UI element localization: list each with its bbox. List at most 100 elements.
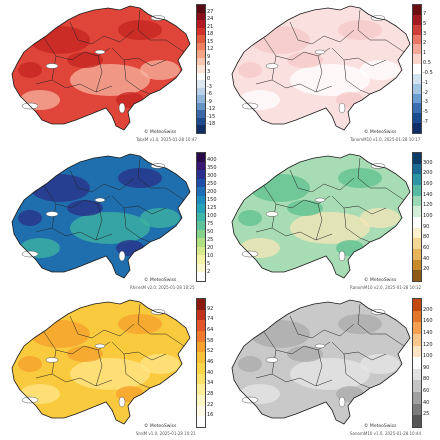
map-caption: TanomM10 v1.0, 2025-01-28 10:17 [350,137,421,142]
lake [118,250,126,262]
colorbar-tick-label: 18 [207,31,214,38]
canton-border [35,79,113,93]
colorbar-tick-label: 5 [207,261,211,267]
colorbar-tick-label: 74 [207,316,214,323]
map-texture-patch [118,314,162,334]
lake [94,49,106,55]
colorbar-tick-label: -0.5 [423,69,433,76]
colorbar-tick-label: 1 [423,50,427,57]
colorbar-segment [413,93,421,104]
lake [94,197,106,203]
colorbar-segment [197,178,205,188]
canton-border [35,227,113,241]
colorbar-segment [197,405,205,417]
colorbar-segment [413,44,421,55]
precipitation-colorbar [196,152,206,282]
colorbar-segment [197,299,205,311]
canton-border [95,349,103,387]
colorbar-segment [413,259,421,271]
map-caption: RanomM10 v2.0, 2025-01-28 10:32 [350,285,422,290]
colorbar-segment [413,14,421,26]
colorbar-segment [197,20,205,29]
sunshine-colorbar [196,298,206,428]
colorbar-segment [197,341,205,353]
colorbar-tick-label: 300 [207,173,217,179]
colorbar-tick-label: 80 [423,376,430,383]
canton-border [343,59,371,95]
colorbar-tick-label: 24 [207,16,214,23]
colorbar-tick-label: 80 [423,234,430,241]
lake [265,63,279,69]
colorbar-segment [197,263,205,273]
colorbar-tick-label: 0.5 [423,60,431,67]
map-texture-patch [287,200,323,216]
lake [314,197,326,203]
colorbar-tick-label: -1 [423,79,428,86]
colorbar-tick-label: 160 [423,318,433,325]
canton-border [69,169,135,193]
colorbar-segment [413,54,421,65]
colorbar-segment [413,322,421,335]
map-texture-patch [18,62,42,78]
colorbar-segment [197,65,205,74]
map-credit: © MeteoSwiss [364,278,397,283]
colorbar-segment [413,195,421,207]
colorbar-segment [197,212,205,222]
colorbar-tick-label: 9 [207,53,211,60]
canton-border [289,169,355,193]
canton-border [263,37,331,61]
map-texture-patch [30,26,90,54]
lake [314,49,326,55]
canton-border [263,331,331,355]
colorbar-segment [197,95,205,104]
colorbar-tick-label: 6 [207,61,211,68]
canton-border [331,47,387,67]
temperature-anomaly-map-panel: 7 5 3 2 1 0.5 -0.5 -1 -2 -3 -5 -7 © MeteoSwiss Tano… [220,0,440,146]
map-caption: RhiresM v2.0, 2025-01-28 10:25 [130,285,195,290]
colorbar-segment [197,170,205,180]
map-texture-patch [18,356,42,372]
colorbar-tick-label: 100 [207,213,217,219]
lake [45,211,59,217]
country-outline [231,299,411,425]
colorbar-tick-label: 2 [423,40,427,47]
colorbar-segment [197,117,205,126]
colorbar-tick-label: 46 [207,359,214,365]
colorbar-tick-label: 200 [423,306,433,313]
map-texture-patch [118,20,162,40]
colorbar-tick-label: 200 [207,189,217,195]
colorbar-tick-label: 50 [207,229,214,235]
temperature-map-panel: 27 24 21 18 15 12 9 6 3 0 -3 -6 -9 -12 -15 -18 © MeteoS… [0,0,220,146]
colorbar-tick-label: 10 [207,253,214,259]
colorbar-segment [413,153,421,165]
map-texture-patch [30,320,90,348]
canton-border [123,353,151,389]
map-texture-patch [360,208,400,228]
colorbar-segment [197,204,205,214]
colorbar-segment [413,403,421,416]
colorbar-segment [197,309,205,321]
colorbar-tick-label: 90 [423,364,430,371]
country-outline [231,153,411,279]
colorbar-tick-label: 60 [423,245,430,251]
temperature-anomaly-colorbar [412,4,422,134]
colorbar-segment [413,345,421,358]
lake [338,102,346,114]
canton-border [331,195,387,215]
colorbar-tick-label: 3 [423,30,427,37]
canton-border [137,9,185,53]
canton-border [137,303,185,347]
map-credit: © MeteoSwiss [144,130,177,135]
colorbar-tick-label: 60 [423,388,430,395]
precipitation-map-panel: 400 350 300 250 200 150 125 100 75 50 25 20 10 5 2 © M… [0,148,220,294]
colorbar-tick-label: 22 [207,401,214,408]
colorbar-tick-label: 25 [423,411,430,418]
map-texture-patch [118,168,162,188]
colorbar-segment [413,380,421,393]
colorbar-tick-label: 140 [423,191,433,198]
map-texture-patch [250,320,310,348]
colorbar-tick-label: 40 [423,399,430,406]
map-texture-patch [360,354,400,374]
colorbar-segment [413,113,421,124]
map-texture-patch [67,52,103,68]
